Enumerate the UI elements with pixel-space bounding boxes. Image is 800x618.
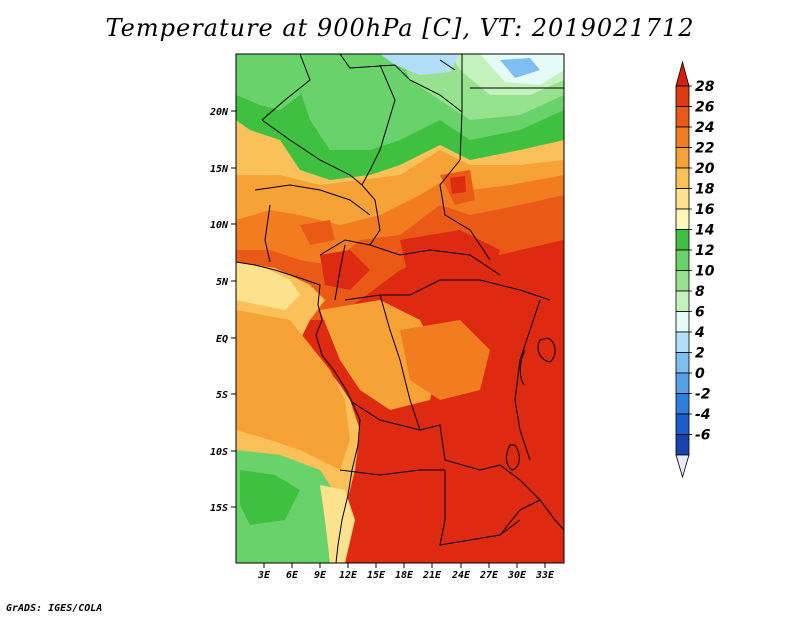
colorbar-top-arrow — [675, 60, 690, 87]
lat-tick-label: 10S — [210, 447, 228, 458]
lon-tick-label: 6E — [286, 570, 299, 581]
lat-tick-label: 5N — [216, 277, 229, 288]
colorbar-label: 0 — [695, 366, 705, 382]
colorbar-label: 8 — [695, 284, 705, 300]
colorbar-label: 20 — [695, 161, 715, 177]
colorbar-bin — [675, 147, 690, 169]
colorbar-bin — [675, 167, 690, 189]
colorbar-bottom-arrow — [675, 454, 690, 479]
lat-tick-label: 15N — [210, 164, 229, 175]
colorbar-bin — [675, 229, 690, 251]
lon-tick-label: 18E — [395, 570, 414, 581]
colorbar-label: 24 — [695, 120, 714, 136]
lon-axis: 3E 6E 9E 12E 15E 18E 21E 24E 27E 30E 33E — [257, 563, 555, 581]
colorbar-bin — [675, 331, 690, 353]
colorbar-bin — [675, 372, 690, 394]
colorbar-label: 2 — [695, 346, 705, 362]
lon-tick-label: 3E — [257, 570, 271, 581]
colorbar-label: 10 — [695, 264, 715, 280]
lon-tick-label: 30E — [507, 570, 527, 581]
colorbar-label: 22 — [695, 141, 714, 157]
lat-tick-label: 20N — [209, 107, 229, 118]
colorbar-bin — [675, 208, 690, 230]
lat-axis: 20N 15N 10N 5N EQ 5S 10S 15S — [209, 107, 236, 514]
colorbar-label: 12 — [695, 243, 714, 259]
colorbar-bin — [675, 311, 690, 333]
lon-tick-label: 15E — [367, 570, 386, 581]
colorbar-bin — [675, 393, 690, 415]
lon-tick-label: 21E — [422, 570, 442, 581]
colorbar-label: -2 — [695, 387, 711, 403]
lat-tick-label: EQ — [216, 334, 228, 345]
map-frame — [235, 53, 565, 564]
colorbar-label: 16 — [695, 202, 715, 218]
map-title: Temperature at 900hPa [C], VT: 201902171… — [105, 14, 695, 42]
lon-tick-label: 12E — [339, 570, 358, 581]
lat-tick-label: 10N — [210, 220, 229, 231]
colorbar-label: 6 — [695, 305, 705, 321]
colorbar-bin — [675, 434, 690, 456]
colorbar-label: -4 — [695, 407, 711, 423]
colorbar-label: 28 — [695, 79, 715, 95]
colorbar-bin — [675, 290, 690, 312]
colorbar-label: 18 — [695, 182, 715, 198]
country-borders — [236, 54, 564, 563]
lon-tick-label: 24E — [451, 570, 471, 581]
colorbar-bin — [675, 352, 690, 374]
colorbar-bin — [675, 270, 690, 292]
colorbar-bin — [675, 249, 690, 271]
colorbar-bin — [675, 188, 690, 210]
colorbar-label: 26 — [695, 100, 715, 116]
lon-tick-label: 33E — [535, 570, 555, 581]
lon-tick-label: 27E — [479, 570, 499, 581]
colorbar-bin — [675, 413, 690, 435]
colorbar-label: 14 — [695, 223, 714, 239]
colorbar-label: 4 — [694, 325, 705, 341]
colorbar-label: -6 — [695, 428, 711, 444]
lon-tick-label: 9E — [314, 570, 327, 581]
credit-text: GrADS: IGES/COLA — [6, 603, 103, 614]
colorbar-bin — [675, 106, 690, 128]
temperature-field — [236, 54, 564, 563]
lat-tick-label: 5S — [216, 390, 228, 401]
colorbar-bin — [675, 126, 690, 148]
colorbar-bin — [675, 85, 690, 107]
lat-tick-label: 15S — [210, 503, 228, 514]
